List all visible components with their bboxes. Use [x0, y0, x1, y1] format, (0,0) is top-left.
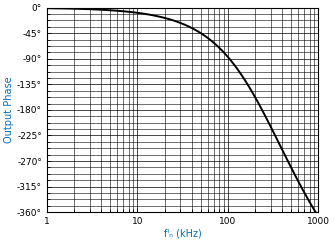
X-axis label: fᴵₙ (kHz): fᴵₙ (kHz) — [164, 229, 201, 239]
Y-axis label: Output Phase: Output Phase — [4, 77, 14, 143]
